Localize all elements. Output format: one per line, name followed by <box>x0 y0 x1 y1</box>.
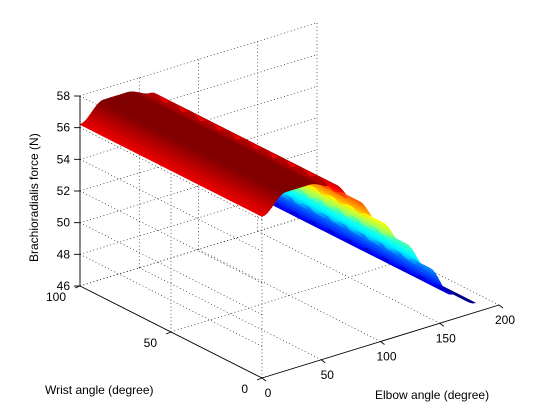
grid-line <box>170 258 409 333</box>
surface-patch <box>453 293 477 304</box>
y-tick-mark <box>165 331 172 335</box>
z-tick-label: 48 <box>57 247 71 261</box>
grid-line <box>79 222 263 315</box>
x-tick-mark <box>261 377 267 382</box>
x-tick-label: 200 <box>495 313 515 327</box>
z-tick-label: 56 <box>57 121 71 135</box>
x-tick-label: 50 <box>321 368 335 382</box>
x-tick-mark <box>498 304 504 309</box>
x-tick-label: 0 <box>265 386 272 400</box>
z-tick-label: 52 <box>57 184 71 198</box>
x-tick-mark <box>320 359 326 364</box>
grid-line <box>79 86 318 160</box>
z-tick-label: 58 <box>57 89 71 103</box>
grid-line <box>79 54 318 128</box>
z-axis-label: Brachioradialis force (N) <box>27 133 41 262</box>
surface-layer <box>79 91 477 304</box>
y-axis-label: Wrist angle (degree) <box>45 383 154 397</box>
grid-line <box>79 22 318 97</box>
y-tick-label: 50 <box>144 336 158 350</box>
grid-line <box>79 254 263 347</box>
grid-line <box>79 212 318 287</box>
z-tick-label: 50 <box>57 216 71 230</box>
grid-line <box>79 159 263 252</box>
grid-line <box>79 117 318 192</box>
grid-line <box>79 190 263 284</box>
x-axis-label: Elbow angle (degree) <box>375 388 489 402</box>
y-tick-label: 0 <box>241 382 248 396</box>
x-tick-mark <box>380 341 385 345</box>
x-tick-label: 150 <box>436 331 456 345</box>
z-tick-label: 54 <box>57 152 71 166</box>
y-tick-label: 100 <box>46 290 66 304</box>
z-tick-label: 46 <box>57 279 71 293</box>
x-tick-label: 100 <box>376 350 396 364</box>
y-tick-mark <box>256 377 263 381</box>
grid-line <box>198 249 381 342</box>
x-tick-mark <box>439 322 445 327</box>
grid-line <box>139 267 322 361</box>
grid-line <box>79 127 263 220</box>
